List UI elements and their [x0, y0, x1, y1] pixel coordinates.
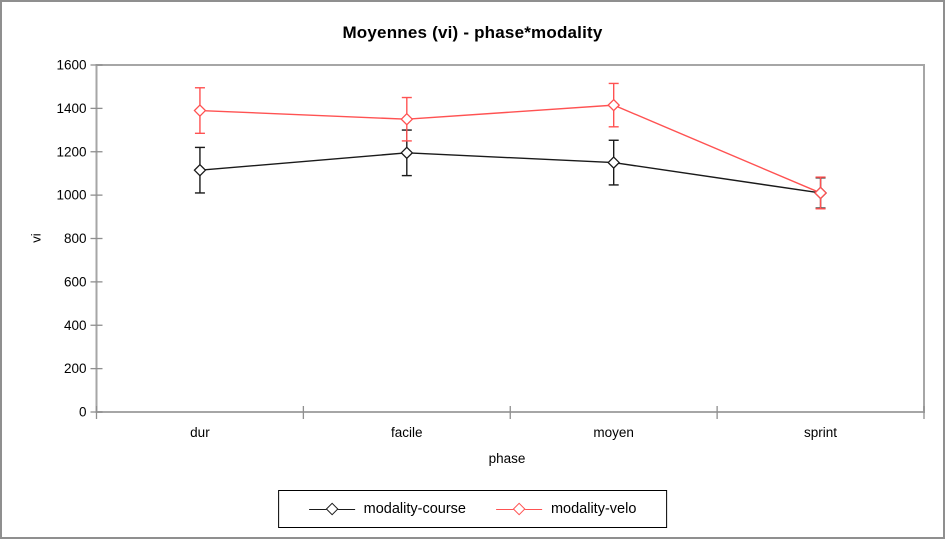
y-tick-label: 1000 — [56, 188, 86, 203]
marker-diamond-modality-velo — [607, 98, 621, 112]
series-line-modality-velo — [199, 104, 821, 194]
x-tick-label: dur — [190, 425, 210, 440]
marker-diamond-modality-course — [607, 156, 621, 170]
y-tick-label: 0 — [79, 405, 87, 420]
legend-entry-course: modality-course — [308, 501, 466, 517]
velo-line-marker-icon — [495, 502, 542, 516]
x-tick-label: sprint — [804, 425, 837, 440]
y-tick-label: 800 — [64, 231, 87, 246]
y-tick-label: 1400 — [56, 101, 86, 116]
chart-title: Moyennes (vi) - phase*modality — [342, 23, 603, 42]
course-line-marker-icon — [308, 502, 355, 516]
y-axis-title: vi — [28, 233, 44, 243]
marker-diamond-modality-velo — [193, 104, 207, 117]
marker-diamond-modality-course — [193, 163, 207, 177]
marker-diamond-modality-course — [400, 146, 414, 160]
y-tick-label: 1600 — [56, 58, 86, 73]
legend: modality-course modality-velo — [277, 490, 668, 528]
x-tick-label: facile — [391, 425, 423, 440]
x-axis-title: phase — [488, 451, 526, 466]
legend-entry-velo: modality-velo — [495, 501, 637, 517]
y-tick-label: 600 — [64, 274, 87, 289]
marker-diamond-modality-velo — [814, 186, 827, 200]
y-tick-label: 1200 — [56, 144, 86, 159]
marker-diamond-modality-velo — [400, 112, 414, 126]
plot-frame — [95, 64, 925, 413]
legend-label-course: modality-course — [363, 501, 466, 517]
x-tick-label: moyen — [593, 425, 634, 440]
legend-label-velo: modality-velo — [550, 501, 637, 517]
series-line-modality-course — [199, 152, 821, 194]
y-tick-label: 200 — [64, 361, 87, 376]
y-tick-label: 400 — [64, 318, 87, 333]
